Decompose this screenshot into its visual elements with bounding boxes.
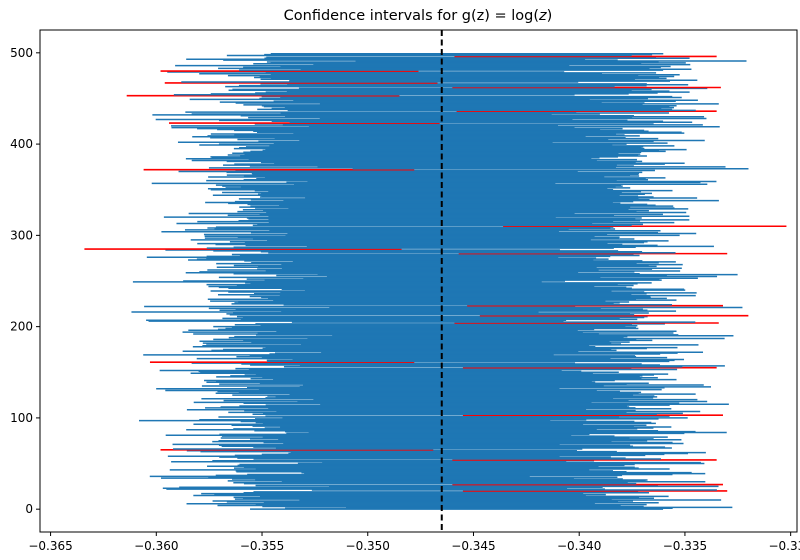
axes-frame (39, 29, 798, 533)
x-tick-label: −0.340 (557, 539, 601, 553)
x-tick-label: −0.345 (451, 539, 495, 553)
x-tick-label: −0.335 (663, 539, 707, 553)
y-axis: 0 100 200 300 400 500 (10, 46, 40, 516)
y-tick-label: 200 (10, 320, 33, 334)
y-tick-label: 0 (25, 502, 33, 516)
y-tick-label: 100 (10, 411, 33, 425)
y-tick-label: 300 (10, 228, 33, 242)
x-tick-label: −0.350 (346, 539, 390, 553)
x-tick-label: −0.360 (134, 539, 178, 553)
y-tick-label: 500 (10, 46, 33, 60)
y-tick-label: 400 (10, 137, 33, 151)
x-tick-label: −0.330 (768, 539, 800, 553)
x-tick-label: −0.355 (240, 539, 284, 553)
chart-title: Confidence intervals for g(z) = log(z) (284, 8, 553, 24)
x-tick-label: −0.365 (28, 539, 72, 553)
x-axis: −0.365 −0.360 −0.355 −0.350 −0.345 −0.340 −0.3… (28, 532, 800, 553)
interval-bars (84, 52, 787, 510)
